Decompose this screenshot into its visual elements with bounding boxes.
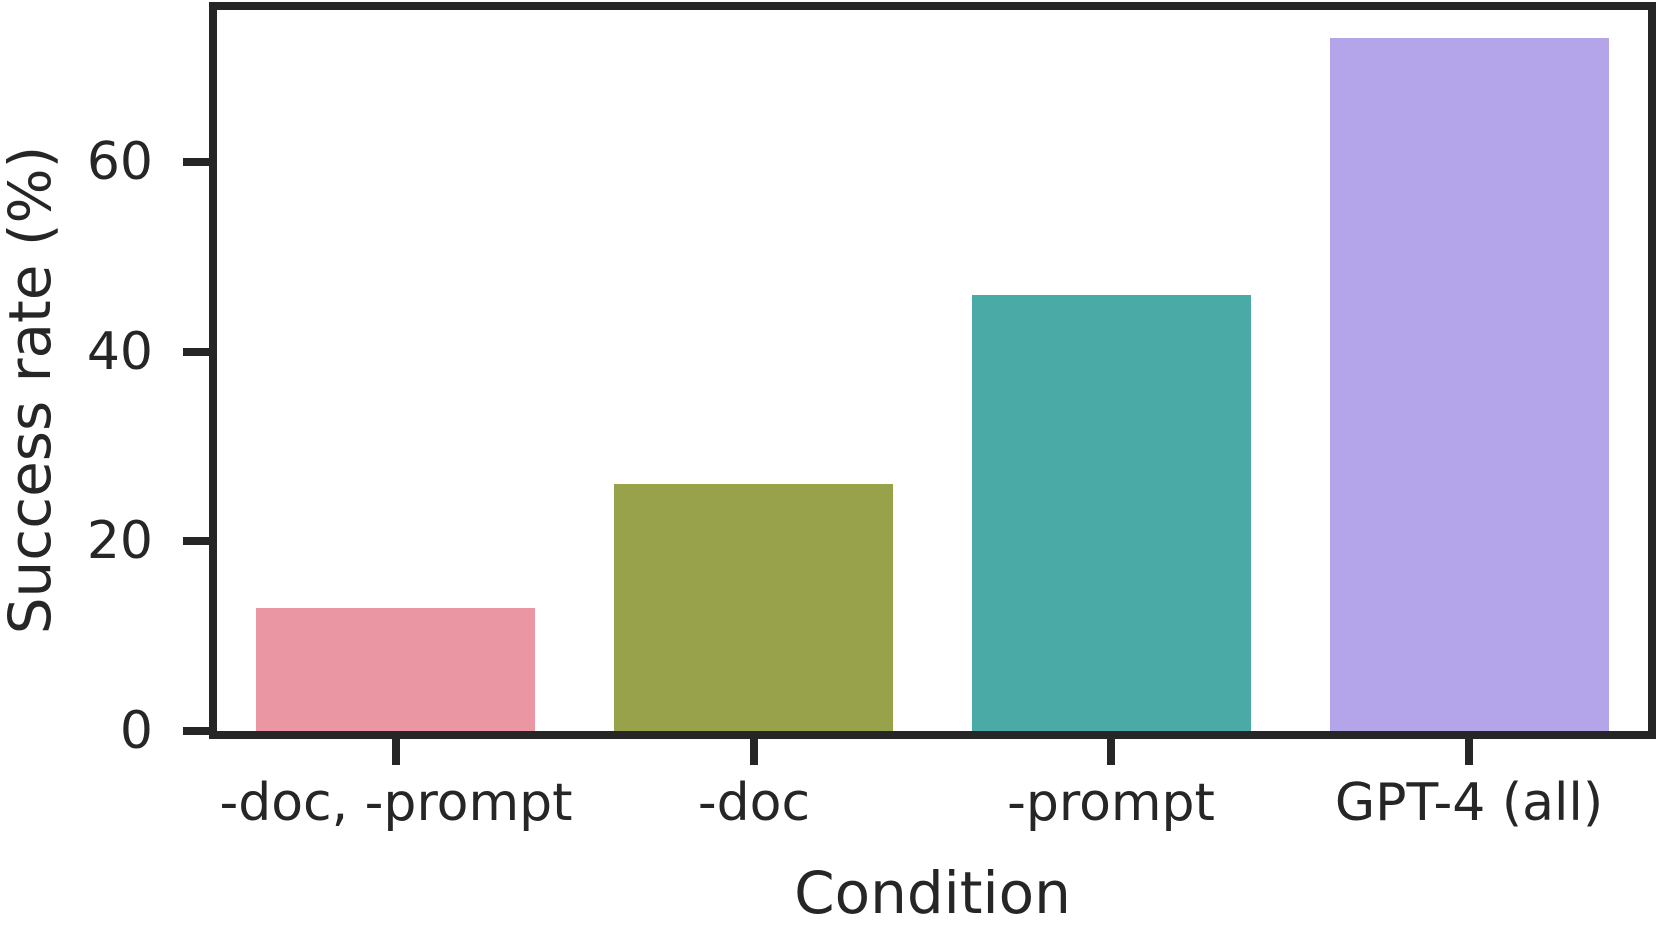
x-tick-label: -prompt <box>1007 773 1215 833</box>
x-tick-label: -doc, -prompt <box>219 773 573 833</box>
bar-gpt-4-all <box>1330 38 1609 731</box>
bar-doc <box>614 484 893 731</box>
y-tick-label: 60 <box>86 132 153 192</box>
y-tick-mark <box>183 158 209 166</box>
bar-prompt <box>972 295 1251 731</box>
y-tick-mark <box>183 537 209 545</box>
bar-doc-prompt <box>256 608 535 731</box>
y-tick-mark <box>183 727 209 735</box>
y-tick-mark <box>183 348 209 356</box>
x-tick-label: -doc <box>697 773 811 833</box>
x-tick-mark <box>1465 739 1473 765</box>
x-tick-label: GPT-4 (all) <box>1334 773 1604 833</box>
plot-area <box>209 2 1656 739</box>
y-tick-label: 40 <box>86 322 153 382</box>
x-tick-mark <box>750 739 758 765</box>
x-tick-mark <box>1107 739 1115 765</box>
y-tick-label: 0 <box>119 701 153 761</box>
x-tick-mark <box>392 739 400 765</box>
x-axis-title: Condition <box>794 859 1071 927</box>
y-tick-label: 20 <box>86 511 153 571</box>
